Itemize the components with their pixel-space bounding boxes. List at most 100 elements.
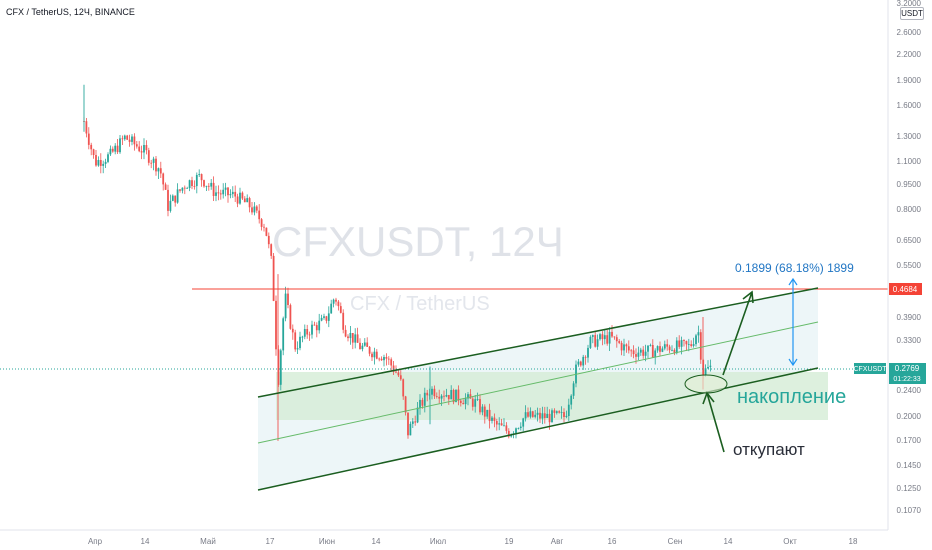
candle-body: [171, 195, 174, 201]
candle-body: [627, 346, 630, 351]
candle-body: [563, 412, 565, 417]
candle-body: [210, 182, 213, 187]
candle-body: [642, 349, 645, 356]
candle-body: [553, 410, 556, 413]
candle-body: [174, 195, 177, 203]
candle-body: [270, 244, 273, 256]
candle-body: [164, 184, 167, 190]
candle-body: [524, 412, 527, 419]
candle-body: [236, 196, 239, 204]
candle-body: [162, 173, 165, 185]
candle-body: [546, 413, 549, 418]
candle-body: [224, 187, 227, 190]
candle-body: [169, 200, 172, 211]
price-tick-label: 2.6000: [897, 28, 922, 37]
candle-body: [351, 333, 354, 343]
candle-body: [529, 411, 532, 417]
candle-body: [500, 423, 503, 426]
candle-body: [102, 163, 105, 166]
candle-body: [594, 335, 597, 347]
buyback-arrow-head: [702, 391, 715, 405]
candle-body: [347, 336, 349, 339]
candle-body: [671, 349, 673, 351]
currency-unit-badge[interactable]: USDT: [900, 7, 924, 20]
candle-body: [395, 371, 397, 373]
candle-body: [673, 349, 676, 354]
candle-body: [440, 395, 443, 399]
candle-body: [179, 189, 181, 191]
channel-upper-line[interactable]: [257, 287, 819, 398]
candle-body: [131, 136, 133, 142]
up-arrow-line[interactable]: [722, 291, 753, 376]
candle-body: [186, 188, 189, 189]
candle-body: [601, 334, 604, 340]
time-tick-label: 18: [849, 537, 858, 546]
candle-body: [135, 144, 138, 147]
support-ellipse[interactable]: [684, 374, 728, 394]
candle-body: [457, 389, 460, 401]
candle-body: [675, 340, 678, 354]
candle-body: [301, 336, 304, 338]
candle-body: [275, 300, 277, 350]
candle-body: [690, 344, 693, 346]
candle-body: [416, 407, 419, 423]
candle-body: [507, 430, 510, 437]
candle-body: [587, 347, 589, 358]
candle-body: [431, 388, 433, 395]
candle-body: [116, 145, 119, 153]
candle-body: [656, 346, 659, 351]
time-tick-label: 14: [724, 537, 733, 546]
measure-label: 0.1899 (68.18%) 1899: [735, 261, 854, 275]
candle-body: [246, 198, 249, 203]
candle-body: [411, 421, 414, 424]
candle-body: [267, 235, 270, 245]
candle-body: [229, 194, 232, 196]
candle-body: [666, 344, 669, 347]
candle-body: [99, 160, 102, 166]
candle-body: [419, 399, 421, 408]
candle-body: [589, 336, 592, 348]
candle-body: [342, 312, 345, 330]
candle-body: [152, 158, 155, 163]
candle-body: [133, 136, 136, 145]
channel-middle-line[interactable]: [257, 321, 819, 444]
candle-body: [503, 425, 505, 427]
candle-body: [519, 426, 522, 428]
symbol-tag-text: CFXUSDT: [853, 366, 887, 373]
candle-body: [630, 350, 633, 352]
candle-body: [159, 168, 162, 174]
candle-body: [150, 162, 153, 164]
candle-body: [649, 345, 652, 346]
candle-body: [330, 303, 333, 314]
time-tick-label: 14: [141, 537, 150, 546]
candle-body: [203, 180, 205, 187]
candle-body: [306, 329, 309, 335]
time-tick-label: Авг: [551, 537, 564, 546]
candle-body: [198, 174, 201, 175]
up-arrow-head: [742, 290, 754, 304]
candle-body: [138, 146, 141, 152]
candle-body: [95, 155, 97, 166]
price-tick-label: 2.2000: [897, 50, 922, 59]
candle-body: [97, 160, 100, 166]
candle-body: [383, 357, 385, 361]
price-tick-label: 0.1250: [897, 484, 922, 493]
candle-body: [483, 406, 486, 417]
candle-body: [291, 328, 294, 333]
candle-body: [289, 305, 292, 329]
candle-body: [279, 350, 282, 385]
candle-body: [495, 421, 498, 425]
candle-body: [654, 350, 657, 358]
candle-body: [707, 367, 709, 369]
candle-body: [217, 192, 220, 194]
candle-body: [447, 395, 450, 400]
candle-body: [644, 351, 647, 356]
price-tick-label: 3.2000: [897, 0, 922, 8]
candle-body: [327, 313, 330, 321]
candle-body: [231, 191, 234, 195]
buyback-arrow-line[interactable]: [706, 392, 725, 453]
candles-group: [83, 84, 712, 441]
candle-body: [709, 365, 712, 367]
candle-body: [613, 336, 616, 338]
